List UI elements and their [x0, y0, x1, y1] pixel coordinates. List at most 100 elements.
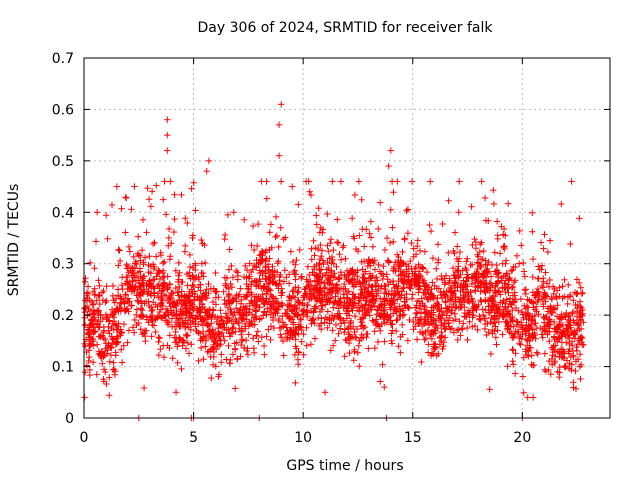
data-point	[318, 252, 325, 260]
data-point	[217, 313, 225, 320]
data-point	[159, 259, 167, 267]
data-point	[210, 344, 217, 352]
data-point	[541, 350, 549, 357]
data-point	[220, 288, 227, 295]
data-point	[311, 335, 319, 342]
data-point	[482, 315, 490, 322]
data-point	[232, 267, 240, 275]
x-tick-label: 20	[513, 430, 531, 446]
data-point	[317, 266, 325, 273]
data-point	[327, 347, 334, 354]
data-point	[150, 322, 158, 329]
data-point	[259, 291, 266, 298]
data-point	[297, 316, 305, 324]
y-tick-label: 0	[65, 411, 74, 427]
data-point	[267, 221, 275, 228]
data-point	[147, 203, 155, 210]
data-point	[118, 205, 125, 212]
data-point	[521, 286, 528, 294]
data-point	[347, 319, 354, 327]
data-point	[329, 342, 337, 349]
data-point	[529, 273, 536, 281]
data-point	[182, 345, 190, 352]
data-point	[165, 234, 173, 242]
data-point	[255, 338, 262, 345]
data-point	[346, 349, 353, 357]
data-point	[579, 289, 586, 297]
data-point	[118, 281, 126, 289]
data-point	[310, 309, 317, 316]
data-point	[541, 231, 548, 238]
data-point	[426, 331, 434, 339]
y-axis-label: SRMTID / TECUs	[6, 184, 22, 297]
data-point	[324, 324, 331, 332]
data-point	[366, 230, 373, 237]
data-point	[398, 321, 406, 329]
data-point	[575, 321, 582, 328]
data-point	[308, 315, 316, 323]
data-point	[510, 279, 518, 286]
data-point	[303, 342, 310, 349]
data-point	[184, 339, 192, 347]
data-point	[493, 218, 501, 225]
data-point	[341, 329, 348, 336]
data-point	[108, 201, 116, 209]
data-point	[387, 206, 394, 214]
y-tick-label: 0.2	[52, 308, 74, 324]
data-point	[290, 321, 297, 328]
data-point	[212, 288, 220, 296]
data-point	[189, 317, 196, 325]
data-point	[135, 233, 142, 240]
data-point	[484, 320, 491, 327]
data-point	[95, 277, 102, 284]
data-point	[542, 269, 549, 276]
data-point	[337, 178, 345, 185]
data-point	[275, 243, 282, 251]
data-point	[228, 262, 235, 270]
data-point	[123, 261, 130, 269]
data-point	[403, 207, 410, 215]
data-point	[162, 211, 170, 218]
data-point	[445, 249, 452, 257]
data-point	[512, 350, 519, 357]
data-point	[126, 248, 134, 255]
data-point	[431, 282, 438, 290]
data-point	[242, 262, 249, 270]
data-point	[286, 271, 293, 278]
data-point	[538, 295, 546, 303]
data-point	[537, 239, 545, 246]
data-point	[159, 296, 166, 304]
data-point	[576, 279, 583, 287]
data-point	[292, 379, 299, 387]
data-point	[566, 365, 573, 372]
data-point	[471, 235, 478, 243]
grid-lines	[84, 58, 610, 418]
data-point	[255, 220, 262, 228]
data-point	[488, 326, 496, 334]
data-point	[367, 218, 375, 225]
data-point	[92, 238, 100, 245]
x-tick-label: 0	[80, 430, 89, 446]
data-point	[509, 266, 516, 274]
data-point	[345, 288, 353, 295]
data-point	[453, 327, 461, 334]
data-point	[451, 250, 458, 257]
data-point	[354, 273, 361, 280]
data-point	[518, 242, 525, 249]
data-point	[434, 241, 442, 248]
data-point	[534, 275, 542, 282]
data-point	[171, 215, 178, 223]
data-point	[425, 341, 432, 348]
data-point	[490, 186, 497, 194]
data-point	[454, 336, 461, 344]
data-point	[166, 256, 174, 263]
data-point	[133, 311, 140, 319]
data-point	[171, 191, 178, 198]
data-point	[122, 194, 129, 201]
data-point	[241, 216, 248, 224]
data-point	[319, 257, 327, 264]
data-point	[408, 295, 416, 302]
data-point	[567, 240, 574, 248]
data-point	[388, 340, 396, 347]
data-point	[188, 185, 195, 192]
